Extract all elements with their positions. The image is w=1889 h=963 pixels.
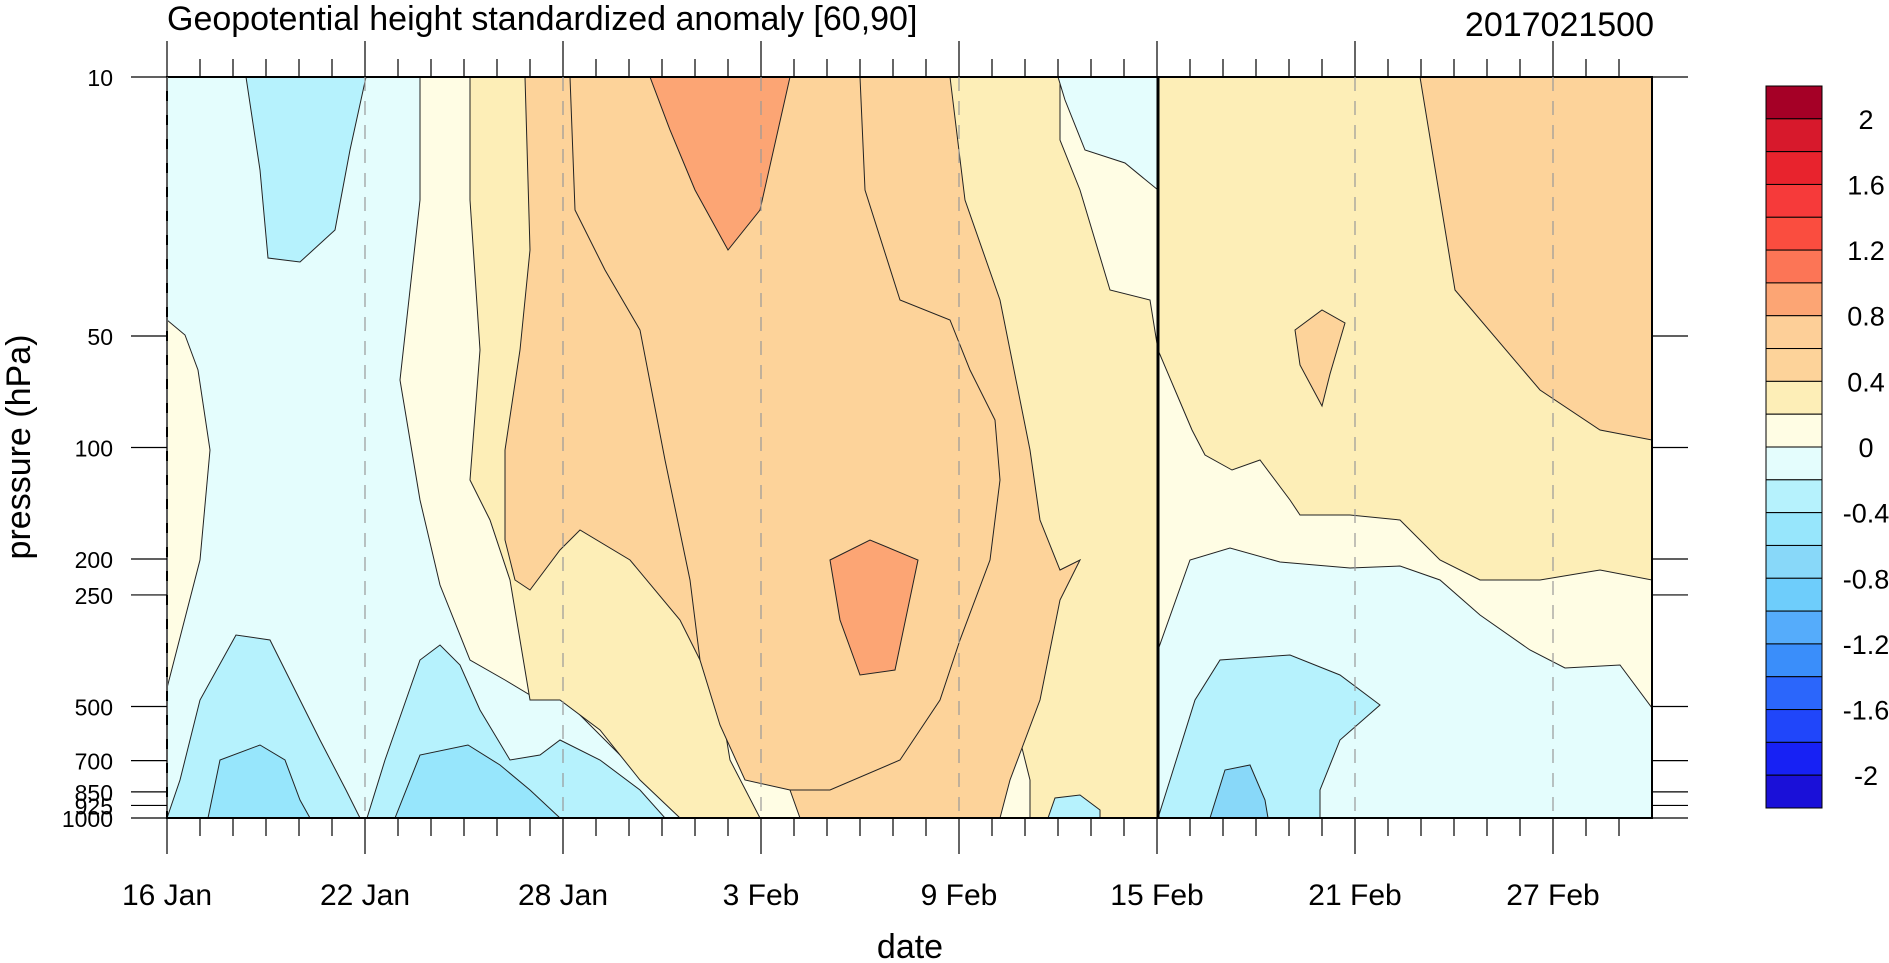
y-tick-label: 200 [75, 547, 113, 573]
colorbar-swatch [1765, 446, 1823, 481]
colorbar-label: 0.4 [1847, 367, 1885, 397]
y-tick-label: 500 [75, 694, 113, 720]
colorbar-label: 1.2 [1847, 236, 1885, 266]
colorbar-swatch [1765, 610, 1823, 645]
colorbar-swatch [1765, 512, 1823, 546]
colorbar-swatch [1765, 348, 1823, 382]
x-tick-label: 28 Jan [518, 879, 608, 912]
colorbar-swatch [1765, 85, 1823, 120]
date-grid-lines [166, 77, 1554, 818]
colorbar-label: -1.2 [1843, 630, 1889, 660]
colorbar-swatch [1765, 315, 1823, 350]
x-tick-label: 27 Feb [1506, 879, 1599, 912]
colorbar-swatch [1765, 282, 1823, 317]
y-tick-label: 250 [75, 583, 113, 609]
x-axis-ticks: 16 Jan 22 Jan 28 Jan 3 Feb 9 Feb 15 Feb 21 Feb… [122, 41, 1620, 912]
contour-deep-neg-2 [394, 744, 561, 818]
colorbar-swatch [1765, 183, 1823, 218]
contour-neg-pocket-4 [1047, 794, 1101, 818]
colorbar-swatch [1765, 774, 1823, 809]
contour-deep-neg-1 [207, 744, 311, 818]
x-tick-label: 21 Feb [1308, 879, 1401, 912]
colorbar-swatch [1765, 676, 1823, 711]
y-tick-label: 10 [87, 65, 113, 91]
colorbar-swatch [1765, 479, 1823, 514]
colorbar-swatch [1765, 151, 1823, 185]
contour-neg-top-left [245, 77, 367, 263]
y-tick-label: 50 [87, 324, 113, 350]
contour-level-0-8-lower [829, 539, 919, 676]
colorbar-label: -1.6 [1843, 696, 1889, 726]
colorbar-swatch [1765, 118, 1823, 153]
colorbar-label: 1.6 [1847, 170, 1885, 200]
contour-pos-left [167, 319, 211, 689]
colorbar-swatch [1765, 643, 1823, 678]
contour-fills [167, 77, 1652, 818]
y-tick-label: 1000 [62, 806, 113, 832]
colorbar-swatch [1765, 741, 1823, 776]
y-tick-label: 700 [75, 749, 113, 775]
colorbar-label: 0 [1858, 433, 1873, 463]
x-tick-label: 15 Feb [1110, 879, 1203, 912]
x-tick-label: 22 Jan [320, 879, 410, 912]
chart-date: 2017021500 [1465, 6, 1654, 44]
colorbar-swatch [1765, 216, 1823, 251]
x-tick-label: 9 Feb [921, 879, 998, 912]
chart-title: Geopotential height standardized anomaly… [167, 0, 917, 38]
y-tick-label: 850 [75, 780, 113, 806]
colorbar: 2 1.6 1.2 0.8 0.4 0 -0.4 -0.8 -1.2 -1.6 -2 [1765, 85, 1889, 809]
colorbar-swatch [1765, 413, 1823, 448]
contour-level-0-8-upper [649, 77, 791, 251]
contour-neg-top-right [1057, 77, 1159, 192]
contour-neg-pocket-1 [167, 634, 361, 818]
colorbar-swatch [1765, 709, 1823, 743]
colorbar-label: 2 [1858, 105, 1873, 135]
y-axis-label: pressure (hPa) [0, 335, 38, 560]
x-axis-label: date [877, 928, 943, 963]
x-tick-label: 3 Feb [723, 879, 800, 912]
y-tick-label: 100 [75, 436, 113, 462]
colorbar-swatch [1765, 249, 1823, 284]
colorbar-label: -0.4 [1843, 499, 1889, 529]
colorbar-swatch [1765, 544, 1823, 579]
x-tick-label: 16 Jan [122, 879, 212, 912]
colorbar-label: -2 [1854, 761, 1878, 791]
contour-deep-neg-3 [1209, 764, 1269, 818]
colorbar-swatch [1765, 380, 1823, 415]
contour-neg-pocket-3 [1157, 654, 1381, 818]
colorbar-label: -0.8 [1843, 564, 1889, 594]
y-tick-label: 925 [75, 793, 113, 819]
colorbar-label: 0.8 [1847, 302, 1885, 332]
colorbar-swatch [1765, 577, 1823, 612]
